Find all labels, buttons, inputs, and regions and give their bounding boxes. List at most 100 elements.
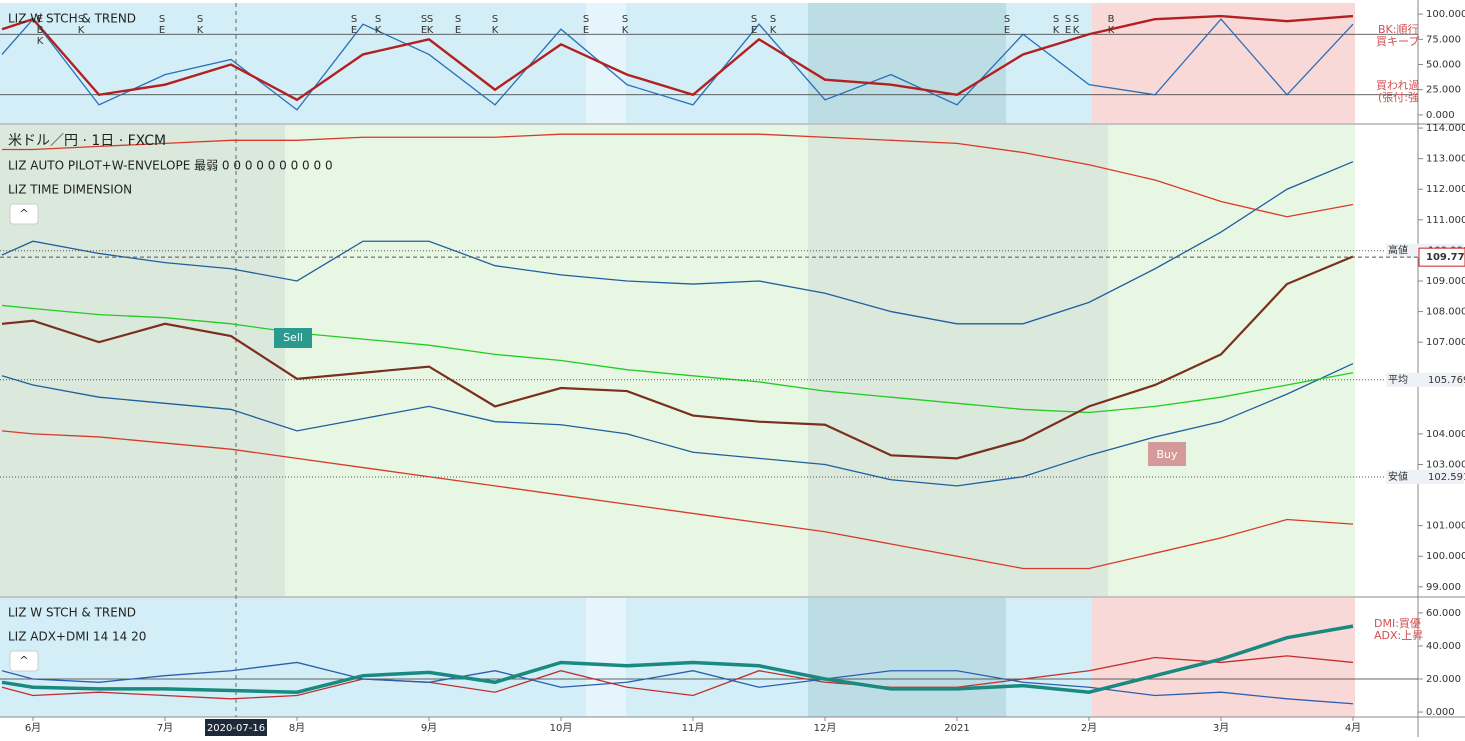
price-name: 高値: [1388, 244, 1408, 257]
signal-label: E: [351, 25, 357, 36]
signal-label: E: [455, 25, 461, 36]
signal-label: S: [751, 14, 757, 25]
signal-label: S: [1073, 14, 1079, 25]
y-tick-label: 0.000: [1426, 707, 1455, 718]
shade: [808, 3, 1006, 123]
panel-bg: [1092, 3, 1355, 123]
signal-label: E: [421, 25, 427, 36]
status-note: ADX:上昇: [1374, 629, 1423, 642]
series-line: [1, 430, 1354, 570]
y-tick-label: 99.000: [1426, 582, 1461, 593]
last-price-badge: [1418, 247, 1465, 267]
signal-label: S: [492, 14, 498, 25]
price-name: 平均: [1388, 374, 1408, 386]
signal-label: E: [1004, 25, 1010, 36]
y-tick-label: 111.000: [1426, 215, 1465, 226]
chart-title: 米ドル／円 · 1日 · FXCM: [8, 133, 166, 149]
x-tick-label: 8月: [289, 722, 305, 734]
buy-badge: [1148, 442, 1186, 466]
signal-label: S: [351, 14, 357, 25]
price-badge: [1386, 469, 1464, 484]
shade: [586, 3, 626, 123]
series-line: [1, 304, 1354, 414]
signal-label: S: [455, 14, 461, 25]
signal-label: B: [37, 25, 44, 36]
series-line: [1, 14, 1354, 102]
price-value: 102.591: [1428, 472, 1465, 483]
signal-label: S: [583, 14, 589, 25]
y-tick-label: 113.000: [1426, 154, 1465, 165]
last-price: 109.779: [1426, 252, 1465, 263]
crosshair-date: 2020-07-16: [207, 723, 265, 734]
y-tick-label: 25.000: [1426, 85, 1461, 96]
x-tick-label: 9月: [421, 722, 437, 734]
indicator-label: LIZ AUTO PILOT+W-ENVELOPE 最弱 0 0 0 0 0 0…: [8, 159, 333, 173]
y-tick-label: 103.000: [1426, 459, 1465, 470]
y-tick-label: 75.000: [1426, 34, 1461, 45]
y-tick-label: 20.000: [1426, 674, 1461, 685]
signal-label: S: [427, 14, 433, 25]
y-tick-label: 114.000: [1426, 123, 1465, 134]
shade: [808, 598, 1006, 717]
collapse-button[interactable]: [9, 203, 39, 225]
collapse-icon[interactable]: ^: [19, 654, 28, 667]
series-line: [1, 655, 1354, 700]
x-tick-label: 11月: [682, 722, 705, 734]
series-line: [1, 18, 1354, 111]
collapse-icon[interactable]: ^: [19, 207, 28, 220]
y-tick-label: 0.000: [1426, 110, 1455, 121]
panel-title: LIZ W STCH & TREND: [8, 12, 136, 26]
x-tick-label: 3月: [1213, 722, 1229, 734]
signal-label: S: [78, 14, 84, 25]
x-tick-label: 4月: [1345, 722, 1361, 734]
signal-label: B: [1108, 14, 1115, 25]
y-tick-label: 101.000: [1426, 521, 1465, 532]
signal-label: K: [1053, 25, 1060, 36]
x-tick-label: 6月: [25, 722, 41, 734]
y-tick-label: 107.000: [1426, 337, 1465, 348]
sell-badge: [274, 328, 312, 348]
buy-label: Buy: [1156, 448, 1178, 461]
panel-subtitle: LIZ ADX+DMI 14 14 20: [8, 630, 146, 644]
signal-label: K: [770, 25, 777, 36]
status-note: 買われ過: [1376, 79, 1419, 92]
signal-label: K: [1108, 25, 1115, 36]
series-line: [1, 624, 1354, 694]
shade: [0, 125, 285, 596]
shade: [808, 125, 1108, 596]
x-tick-label: 2月: [1081, 722, 1097, 734]
signal-label: S: [159, 14, 165, 25]
series-line: [1, 362, 1354, 487]
price-badge: [1386, 372, 1464, 387]
signal-label: S: [1004, 14, 1010, 25]
signal-label: E: [159, 25, 165, 36]
signal-label: S: [421, 14, 427, 25]
y-tick-label: 100.000: [1426, 551, 1465, 562]
series-line: [2, 133, 1354, 218]
y-tick-label: 40.000: [1426, 641, 1461, 652]
status-note: 買キープ: [1376, 35, 1419, 48]
signal-label: E: [1065, 25, 1071, 36]
series-line: [1, 661, 1354, 705]
signal-label: K: [197, 25, 204, 36]
y-tick-label: 104.000: [1426, 429, 1465, 440]
y-tick-label: 108.000: [1426, 307, 1465, 318]
signal-label: S: [1065, 14, 1071, 25]
signal-label: K: [622, 25, 629, 36]
signal-label: S: [770, 14, 776, 25]
panel-title: LIZ W STCH & TREND: [8, 606, 136, 620]
signal-label: K: [1073, 25, 1080, 36]
y-tick-label: 100.000: [1426, 9, 1465, 20]
status-note: BK:順行: [1378, 23, 1418, 36]
indicator-label: LIZ TIME DIMENSION: [8, 183, 132, 197]
signal-label: E: [583, 25, 589, 36]
y-tick-label: 112.000: [1426, 184, 1465, 195]
signal-label: S: [375, 14, 381, 25]
plots: 100.00075.00050.00025.0000.000EBKSKSESKS…: [0, 9, 1465, 734]
price-value: 105.769: [1428, 375, 1465, 386]
price-name: 安値: [1388, 470, 1408, 483]
y-tick-label: 109.000: [1426, 276, 1465, 287]
collapse-button[interactable]: [9, 650, 39, 672]
signal-label: K: [492, 25, 499, 36]
